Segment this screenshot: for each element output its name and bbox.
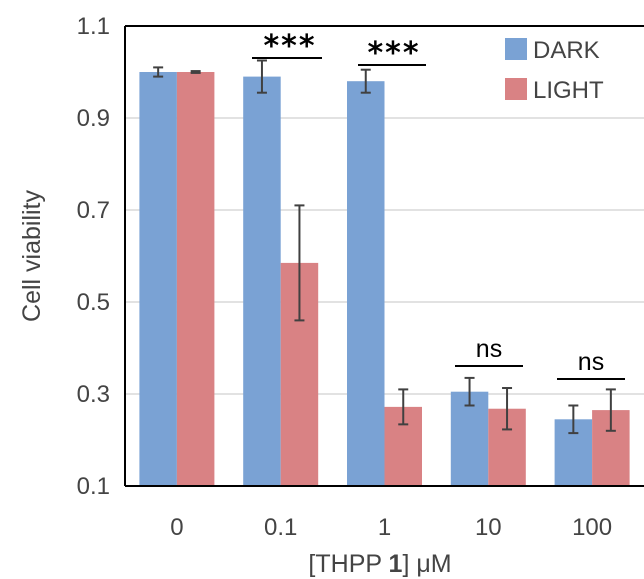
- y-tick-0.9: 0.9: [77, 105, 110, 132]
- y-axis-title: Cell viability: [18, 190, 46, 322]
- y-tick-0.7: 0.7: [77, 197, 110, 224]
- axes: [124, 25, 644, 487]
- bar-dark-0: [139, 72, 177, 486]
- significance-label-1: ***: [367, 36, 420, 71]
- significance-label-100: ns: [578, 348, 604, 376]
- x-axis-title-unit: ] μM: [402, 550, 451, 578]
- x-axis-title: [THPP 1] μM: [308, 550, 451, 578]
- x-axis-title-prefix: [THPP: [308, 550, 388, 578]
- x-tick-0: 0: [170, 514, 183, 541]
- bar-light-0: [176, 72, 215, 486]
- x-tick-10: 10: [475, 514, 502, 541]
- legend-swatch-dark: [505, 38, 527, 60]
- x-tick-labels: 0 0.1 1 10 100: [170, 514, 612, 541]
- y-tick-0.3: 0.3: [77, 381, 110, 408]
- x-tick-0.1: 0.1: [264, 514, 297, 541]
- x-tick-1: 1: [378, 514, 391, 541]
- bar-dark-0.1: [243, 76, 281, 486]
- error-bars: [153, 59, 616, 435]
- legend-label-dark: DARK: [533, 37, 600, 64]
- significance-label-0.1: ***: [263, 29, 316, 64]
- y-tick-0.1: 0.1: [77, 473, 110, 500]
- y-tick-labels: 0.1 0.3 0.5 0.7 0.9 1.1: [77, 13, 110, 500]
- y-tick-0.5: 0.5: [77, 289, 110, 316]
- x-tick-100: 100: [572, 514, 612, 541]
- legend: DARK LIGHT: [505, 37, 604, 104]
- y-tick-1.1: 1.1: [77, 13, 110, 40]
- bar-dark-1: [347, 81, 385, 486]
- legend-swatch-light: [505, 78, 527, 100]
- bars: [139, 72, 630, 486]
- significance-label-10: ns: [476, 335, 502, 363]
- legend-label-light: LIGHT: [533, 77, 604, 104]
- bar-dark-10: [450, 391, 489, 486]
- x-axis-title-compound: 1: [389, 550, 403, 578]
- significance-annotations: *** *** ns ns: [252, 29, 625, 380]
